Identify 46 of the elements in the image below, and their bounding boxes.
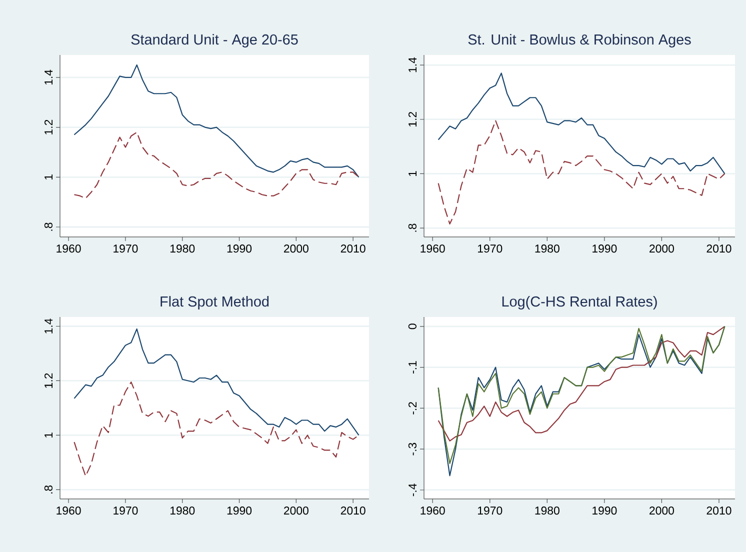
- x-tick-label: 1980: [170, 244, 195, 253]
- y-tick-label: 1.4: [408, 57, 416, 72]
- y-tick-label: -.2: [408, 402, 416, 414]
- y-tick-label: .8: [44, 222, 52, 231]
- x-tick-label: 2000: [650, 506, 674, 515]
- x-tick-label: 1960: [420, 506, 445, 515]
- x-tick-label: 1990: [227, 244, 252, 253]
- x-tick-label: 1960: [56, 506, 81, 515]
- x-tick-label: 1990: [227, 506, 252, 515]
- x-tick-label: 1990: [592, 506, 617, 515]
- y-tick-label: 0: [408, 324, 416, 330]
- y-tick-label: 1.2: [408, 112, 416, 126]
- x-tick-label: 2010: [340, 506, 366, 515]
- y-tick-label: 1: [44, 174, 52, 180]
- x-tick-label: 2010: [706, 506, 732, 515]
- x-tick-label: 2000: [284, 506, 308, 515]
- y-tick-label: -.3: [408, 442, 416, 456]
- x-tick-label: 2000: [284, 244, 308, 253]
- x-tick-label: 2010: [340, 244, 366, 253]
- y-tick-label: .8: [44, 485, 52, 494]
- x-tick-label: 1970: [478, 506, 502, 515]
- x-tick-label: 1980: [170, 506, 195, 515]
- x-tick-label: 1970: [478, 244, 502, 253]
- chart-title: Flat Spot Method: [160, 296, 269, 310]
- x-tick-label: 1960: [56, 244, 81, 253]
- chart-title: St. Unit - Bowlus & Robinson Ages: [468, 34, 691, 48]
- x-tick-label: 1970: [114, 506, 138, 515]
- x-tick-label: 2010: [706, 244, 732, 253]
- x-tick-label: 1980: [535, 244, 560, 253]
- y-tick-label: -.4: [408, 484, 416, 496]
- y-tick-label: .8: [408, 224, 416, 232]
- y-tick-label: 1.2: [44, 120, 52, 134]
- y-tick-label: 1: [44, 432, 52, 438]
- y-tick-label: 1.2: [44, 373, 52, 388]
- line-series: [74, 328, 360, 436]
- x-tick-label: 1960: [420, 244, 445, 253]
- x-tick-label: 1990: [592, 244, 617, 253]
- y-tick-label: 1.4: [44, 318, 52, 334]
- chart-title: Log(C-HS Rental Rates): [502, 296, 657, 310]
- chart-title: Standard Unit - Age 20-65: [131, 34, 298, 48]
- x-tick-label: 1980: [535, 506, 560, 515]
- x-tick-label: 1970: [114, 244, 138, 253]
- y-tick-label: 1.4: [44, 70, 52, 85]
- x-tick-label: 2000: [650, 244, 674, 253]
- y-tick-label: -.1: [408, 361, 416, 374]
- y-tick-label: 1: [408, 171, 416, 176]
